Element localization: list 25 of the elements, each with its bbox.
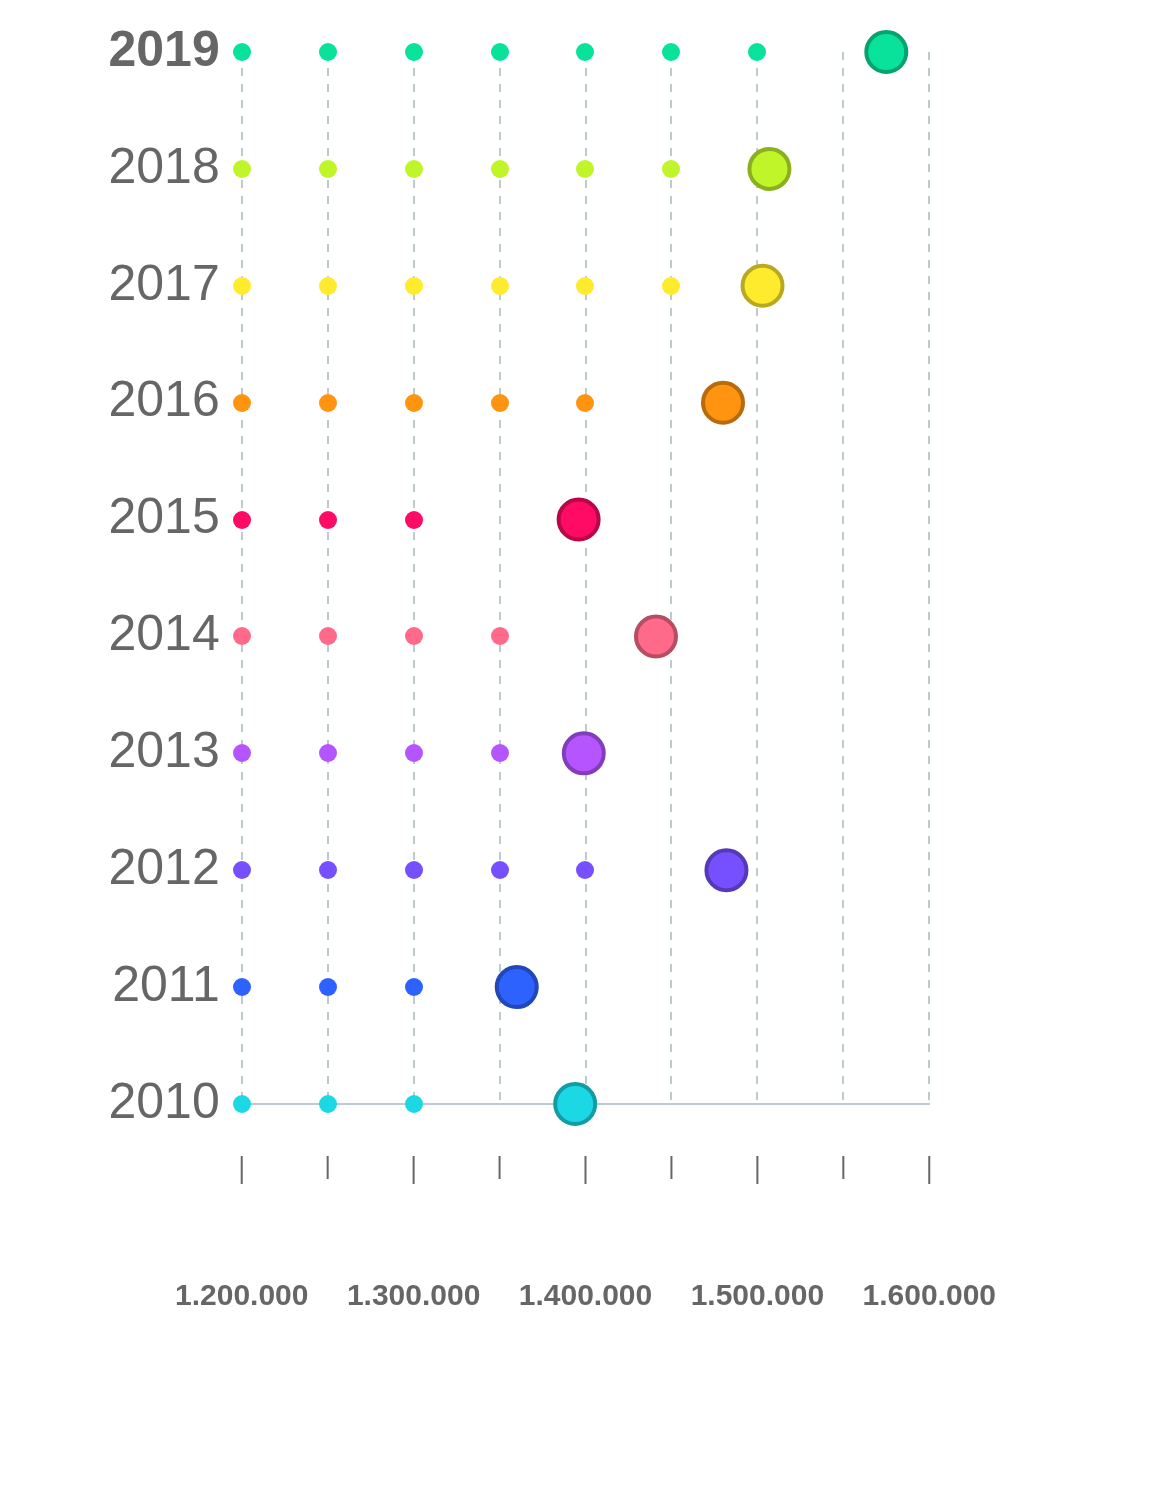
- y-tick-label: 2017: [108, 254, 220, 311]
- y-tick-label: 2019: [108, 20, 220, 77]
- y-tick-label: 2018: [108, 137, 220, 194]
- y-tick-label: 2012: [108, 839, 220, 895]
- point: [747, 146, 792, 191]
- y-tick-label: 2011: [112, 955, 220, 1012]
- point: [864, 30, 909, 74]
- point: [553, 1082, 598, 1126]
- point: [740, 263, 785, 308]
- x-tick-label: 1.400.000: [518, 1278, 653, 1312]
- y-tick-label: 2014: [108, 605, 220, 662]
- point: [633, 614, 678, 659]
- point: [556, 497, 601, 542]
- y-tick-label: 2010: [108, 1072, 220, 1129]
- x-tick-label: 1.300.000: [346, 1278, 481, 1312]
- x-tick-label: 1.500.000: [690, 1278, 825, 1312]
- y-tick-label: 2016: [108, 371, 220, 428]
- y-tick-label: 2015: [108, 488, 220, 545]
- point: [701, 380, 746, 425]
- point: [704, 848, 749, 893]
- y-tick-label: 2013: [108, 722, 220, 779]
- point: [561, 731, 606, 776]
- x-tick-label: 1.200.000: [175, 1278, 309, 1312]
- x-tick-label: 1.600.000: [862, 1278, 996, 1312]
- point: [494, 965, 539, 1010]
